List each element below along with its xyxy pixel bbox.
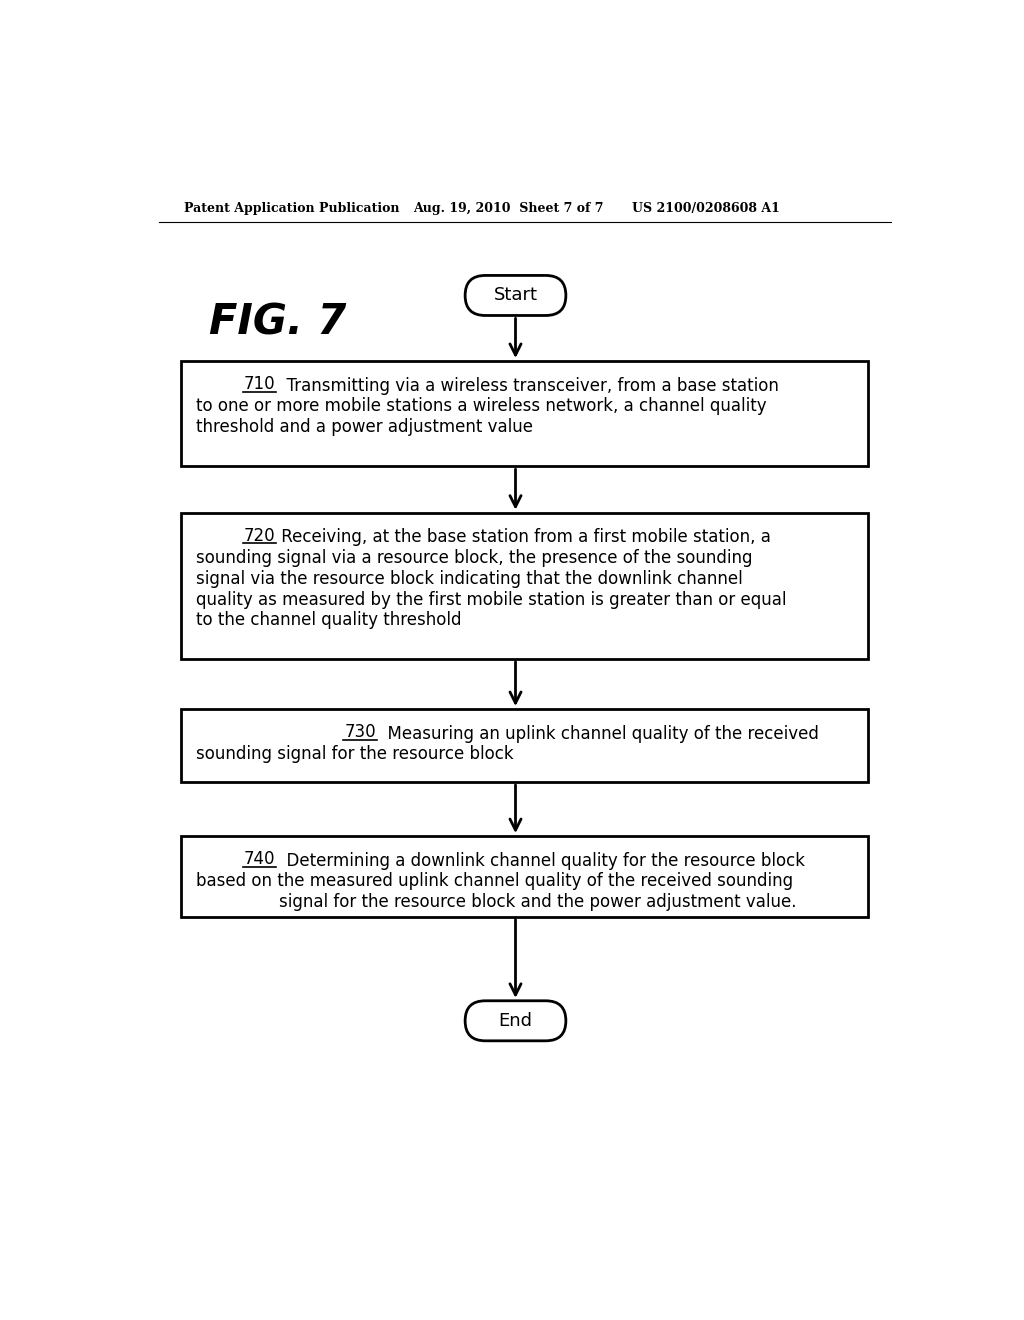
FancyBboxPatch shape [180,512,868,659]
Text: Aug. 19, 2010  Sheet 7 of 7: Aug. 19, 2010 Sheet 7 of 7 [414,202,604,215]
Text: 730: 730 [344,723,376,741]
Text: Determining a downlink channel quality for the resource block: Determining a downlink channel quality f… [276,851,805,870]
Text: to the channel quality threshold: to the channel quality threshold [197,611,462,630]
Text: Patent Application Publication: Patent Application Publication [183,202,399,215]
Text: End: End [499,1012,532,1030]
FancyBboxPatch shape [465,276,566,315]
Text: quality as measured by the first mobile station is greater than or equal: quality as measured by the first mobile … [197,590,786,609]
Text: sounding signal via a resource block, the presence of the sounding: sounding signal via a resource block, th… [197,549,753,568]
Text: 710: 710 [244,375,275,393]
Text: to one or more mobile stations a wireless network, a channel quality: to one or more mobile stations a wireles… [197,397,767,416]
Text: Receiving, at the base station from a first mobile station, a: Receiving, at the base station from a fi… [276,528,771,546]
Text: 720: 720 [244,527,275,545]
Text: Measuring an uplink channel quality of the received: Measuring an uplink channel quality of t… [377,725,818,743]
Text: sounding signal for the resource block: sounding signal for the resource block [197,746,514,763]
Text: signal via the resource block indicating that the downlink channel: signal via the resource block indicating… [197,570,743,587]
FancyBboxPatch shape [465,1001,566,1040]
Text: signal for the resource block and the power adjustment value.: signal for the resource block and the po… [258,894,797,911]
Text: FIG. 7: FIG. 7 [209,301,347,343]
FancyBboxPatch shape [180,709,868,781]
FancyBboxPatch shape [180,836,868,917]
Text: threshold and a power adjustment value: threshold and a power adjustment value [197,418,534,436]
Text: US 2100/0208608 A1: US 2100/0208608 A1 [632,202,779,215]
Text: 740: 740 [244,850,275,869]
Text: based on the measured uplink channel quality of the received sounding: based on the measured uplink channel qua… [197,873,794,891]
FancyBboxPatch shape [180,360,868,466]
Text: Start: Start [494,286,538,305]
Text: Transmitting via a wireless transceiver, from a base station: Transmitting via a wireless transceiver,… [276,376,779,395]
